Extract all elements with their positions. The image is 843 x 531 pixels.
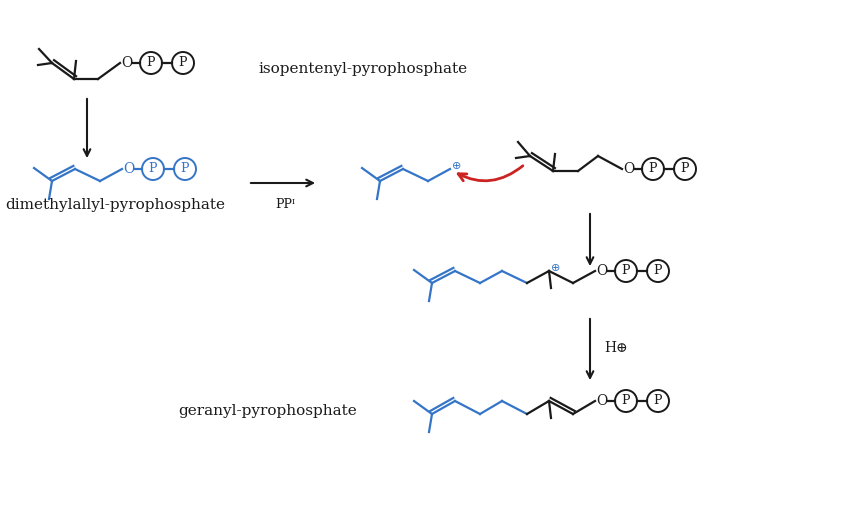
Text: O: O bbox=[623, 162, 635, 176]
Text: geranyl-pyrophosphate: geranyl-pyrophosphate bbox=[178, 404, 357, 418]
Text: P: P bbox=[180, 162, 189, 176]
Text: P: P bbox=[654, 395, 663, 407]
Text: dimethylallyl-pyrophosphate: dimethylallyl-pyrophosphate bbox=[5, 198, 225, 212]
Text: PPᴵ: PPᴵ bbox=[275, 198, 295, 211]
Text: O: O bbox=[123, 162, 135, 176]
Text: P: P bbox=[649, 162, 658, 176]
Text: P: P bbox=[622, 264, 631, 278]
Text: ⊕: ⊕ bbox=[551, 263, 561, 273]
Text: P: P bbox=[147, 56, 155, 70]
Text: H⊕: H⊕ bbox=[604, 341, 628, 355]
Text: O: O bbox=[596, 394, 608, 408]
Text: P: P bbox=[622, 395, 631, 407]
Text: ⊕: ⊕ bbox=[453, 161, 462, 171]
Text: isopentenyl-pyrophosphate: isopentenyl-pyrophosphate bbox=[258, 62, 467, 76]
Text: P: P bbox=[654, 264, 663, 278]
Text: P: P bbox=[681, 162, 690, 176]
Text: P: P bbox=[148, 162, 158, 176]
Text: O: O bbox=[121, 56, 132, 70]
Text: P: P bbox=[179, 56, 187, 70]
Text: O: O bbox=[596, 264, 608, 278]
